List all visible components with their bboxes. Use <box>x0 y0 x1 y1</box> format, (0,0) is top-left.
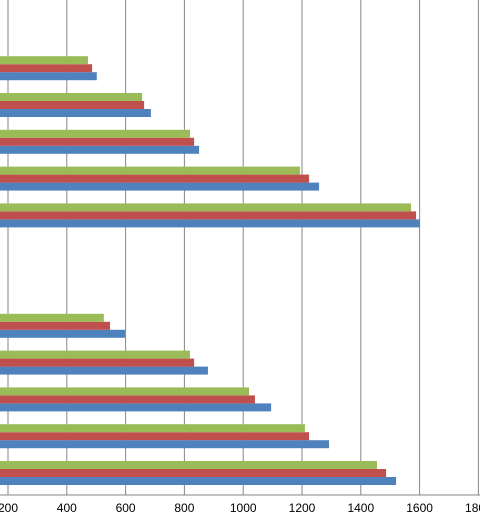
bar <box>0 395 255 404</box>
x-tick-label: 800 <box>174 501 194 515</box>
bar <box>0 321 111 330</box>
bar <box>0 440 330 449</box>
x-tick-label: 1400 <box>347 501 374 515</box>
bar <box>0 64 93 73</box>
bar <box>0 137 195 146</box>
bar <box>0 350 190 359</box>
bar <box>0 166 300 175</box>
x-tick-label: 1200 <box>289 501 316 515</box>
x-tick-label: 600 <box>116 501 136 515</box>
bar <box>0 366 208 375</box>
bar <box>0 145 200 154</box>
x-tick-label: 1600 <box>406 501 433 515</box>
bar <box>0 109 151 117</box>
x-tick-label: 1000 <box>230 501 257 515</box>
bar <box>0 182 320 191</box>
bar <box>0 469 387 477</box>
bar <box>0 203 412 212</box>
bar <box>0 432 310 441</box>
bar <box>0 72 97 81</box>
x-tick-label: 1800 <box>465 501 480 515</box>
bar <box>0 211 417 220</box>
bar <box>0 219 420 228</box>
bar <box>0 174 310 183</box>
bar <box>0 358 195 367</box>
bar <box>0 101 145 109</box>
bar <box>0 477 397 485</box>
bar <box>0 461 377 469</box>
bar <box>0 93 143 101</box>
bar <box>0 387 250 396</box>
bar <box>0 424 305 433</box>
bar <box>0 313 104 322</box>
bar <box>0 329 126 338</box>
x-tick-label: 200 <box>0 501 18 515</box>
bar <box>0 403 272 412</box>
bar <box>0 56 88 65</box>
x-tick-label: 400 <box>57 501 77 515</box>
bar <box>0 129 190 138</box>
